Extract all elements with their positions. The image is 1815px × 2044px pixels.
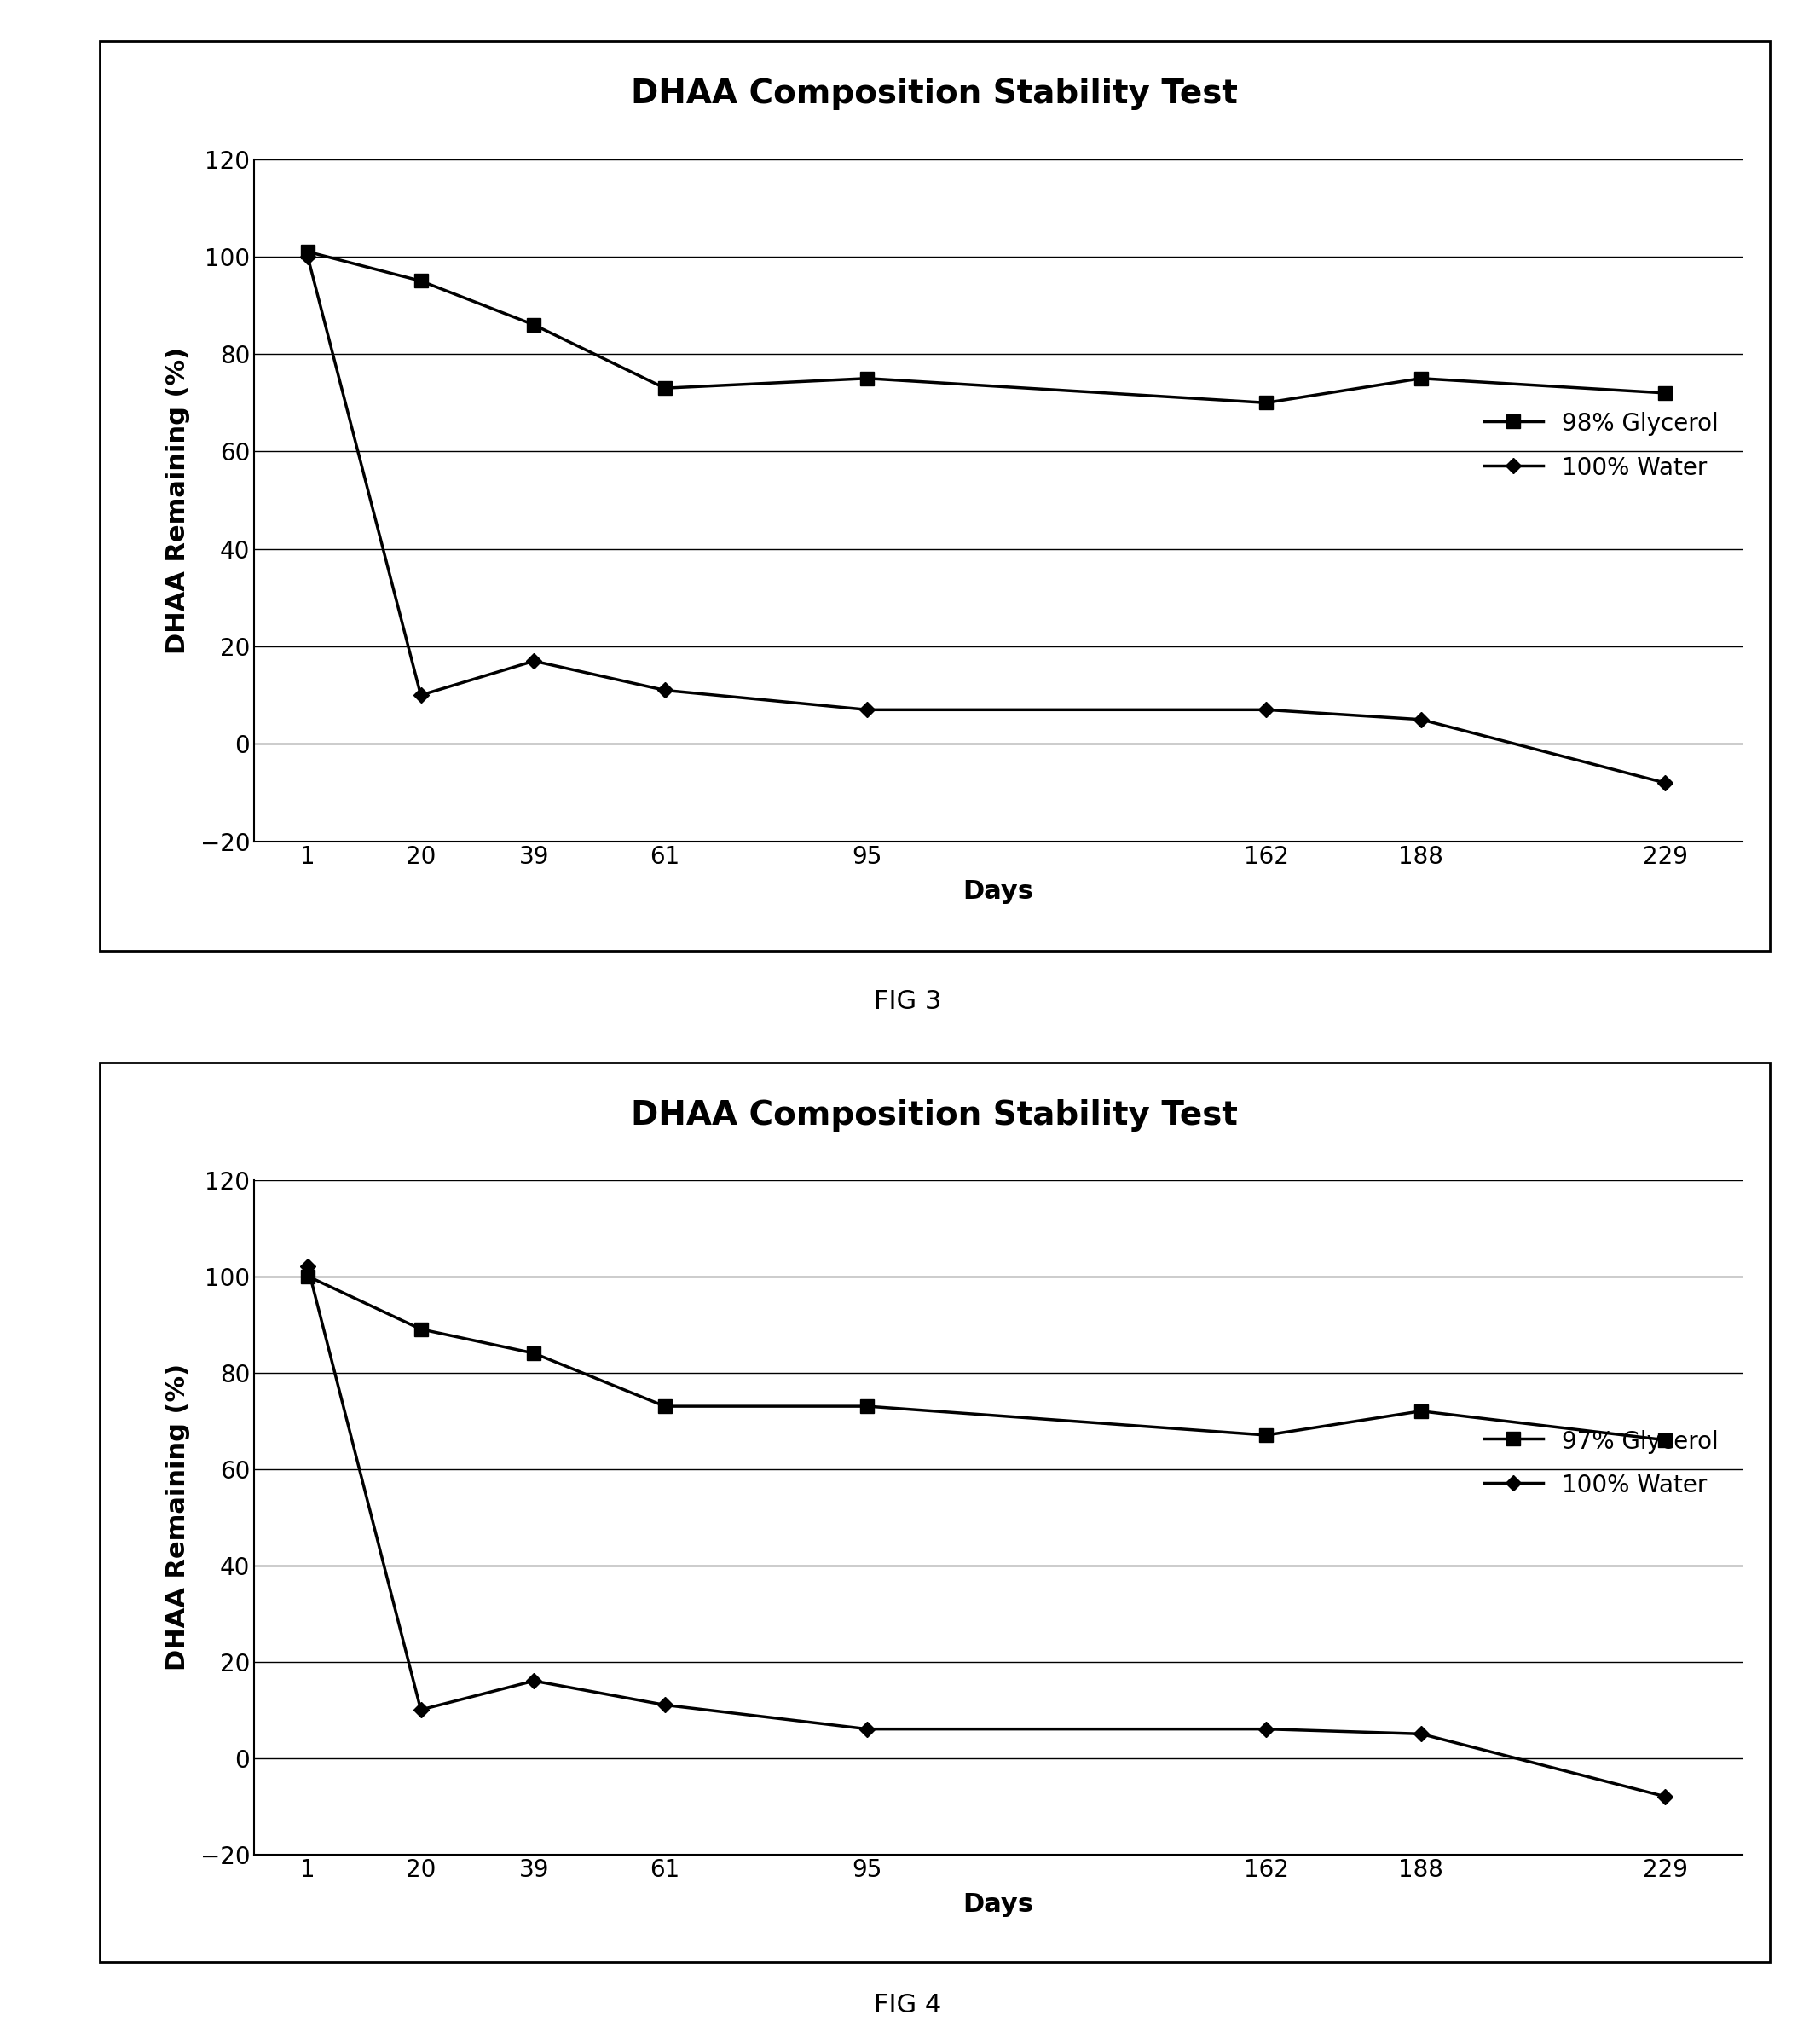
100% Water [298,1255,319,1280]
98% Glycerol [653,376,675,401]
100% Water [410,1697,432,1721]
Y-axis label: DHAA Remaining (%): DHAA Remaining (%) [165,347,191,654]
Line: 100% Water: 100% Water [303,251,1670,789]
X-axis label: Days: Days [964,879,1033,903]
Legend: 98% Glycerol, 100% Water: 98% Glycerol, 100% Water [1472,399,1730,493]
97% Glycerol [1256,1423,1278,1447]
Y-axis label: DHAA Remaining (%): DHAA Remaining (%) [165,1363,191,1670]
97% Glycerol [298,1263,319,1288]
100% Water [1410,1721,1432,1746]
X-axis label: Days: Days [964,1893,1033,1917]
100% Water [410,683,432,707]
100% Water [523,1668,544,1692]
Text: FIG 3: FIG 3 [873,989,942,1014]
100% Water [653,1692,675,1717]
Line: 98% Glycerol: 98% Glycerol [301,245,1672,409]
100% Water [857,697,878,722]
Text: FIG 4: FIG 4 [873,1993,942,2017]
100% Water [1653,771,1675,795]
97% Glycerol [857,1394,878,1419]
98% Glycerol [410,268,432,292]
Text: DHAA Composition Stability Test: DHAA Composition Stability Test [632,78,1238,110]
97% Glycerol [410,1316,432,1341]
100% Water [1256,1717,1278,1741]
100% Water [1653,1784,1675,1809]
97% Glycerol [1410,1398,1432,1423]
Line: 97% Glycerol: 97% Glycerol [301,1269,1672,1447]
97% Glycerol [1653,1427,1675,1451]
100% Water [857,1717,878,1741]
100% Water [523,648,544,672]
98% Glycerol [523,313,544,337]
100% Water [298,245,319,270]
100% Water [1410,707,1432,732]
98% Glycerol [857,366,878,390]
98% Glycerol [1653,380,1675,405]
Legend: 97% Glycerol, 100% Water: 97% Glycerol, 100% Water [1472,1416,1730,1511]
98% Glycerol [298,239,319,264]
98% Glycerol [1256,390,1278,415]
Text: DHAA Composition Stability Test: DHAA Composition Stability Test [632,1100,1238,1132]
100% Water [653,679,675,703]
Line: 100% Water: 100% Water [303,1261,1670,1803]
97% Glycerol [653,1394,675,1419]
98% Glycerol [1410,366,1432,390]
100% Water [1256,697,1278,722]
97% Glycerol [523,1341,544,1365]
